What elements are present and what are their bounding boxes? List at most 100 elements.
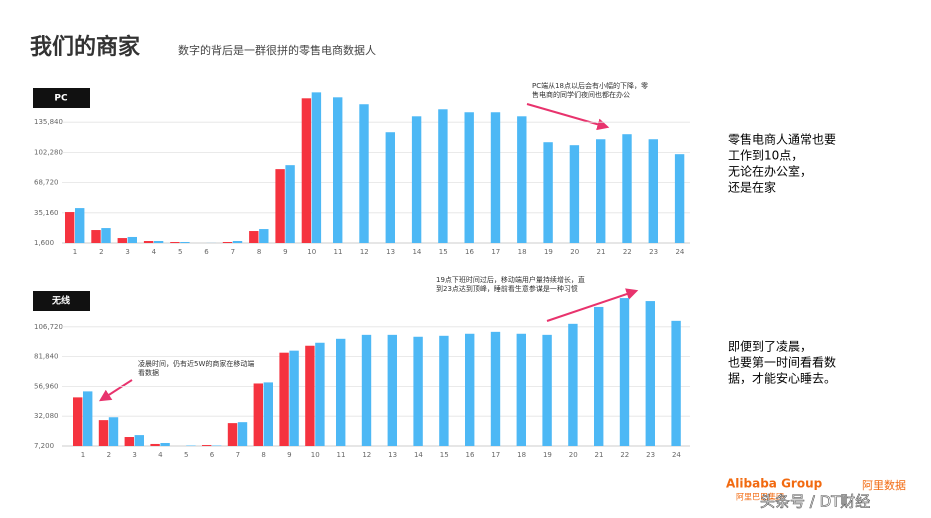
side-note: 即便到了凌晨， xyxy=(728,340,812,354)
bar xyxy=(315,342,325,446)
x-tick-label: 3 xyxy=(125,248,129,256)
title: 我们的商家 xyxy=(30,34,141,60)
side-note: 工作到10点， xyxy=(728,149,803,163)
x-tick-label: 12 xyxy=(360,248,369,256)
bar xyxy=(619,298,630,446)
bar xyxy=(465,333,475,446)
bar xyxy=(594,306,604,446)
x-tick-label: 20 xyxy=(569,451,578,459)
bar xyxy=(648,139,658,243)
y-tick-label: 1,600 xyxy=(34,239,54,247)
x-tick-label: 1 xyxy=(81,451,85,459)
bar xyxy=(516,333,526,446)
x-tick-label: 7 xyxy=(236,451,240,459)
bar xyxy=(275,169,285,243)
x-tick-label: 9 xyxy=(287,451,291,459)
x-tick-label: 11 xyxy=(334,248,343,256)
bar xyxy=(490,112,501,243)
bar xyxy=(439,335,449,446)
x-tick-label: 24 xyxy=(675,248,684,256)
bar xyxy=(75,208,85,243)
bar xyxy=(249,231,259,243)
bar xyxy=(305,345,315,446)
x-tick-label: 12 xyxy=(362,451,371,459)
bar xyxy=(285,165,295,243)
x-tick-label: 4 xyxy=(152,248,157,256)
badge-label: 无线 xyxy=(51,295,70,307)
x-tick-label: 18 xyxy=(517,451,526,459)
side-note: 无论在办公室， xyxy=(728,164,812,179)
y-tick-label: 81,840 xyxy=(34,353,59,361)
bar xyxy=(385,132,395,243)
x-tick-label: 8 xyxy=(257,248,261,256)
bar xyxy=(333,97,343,243)
x-tick-label: 19 xyxy=(543,451,552,459)
x-tick-label: 6 xyxy=(210,451,215,459)
bar xyxy=(542,334,552,446)
bar xyxy=(674,154,685,243)
x-tick-label: 2 xyxy=(99,248,103,256)
x-tick-label: 2 xyxy=(107,451,111,459)
x-tick-label: 7 xyxy=(231,248,235,256)
x-tick-label: 23 xyxy=(646,451,655,459)
x-tick-label: 3 xyxy=(132,451,136,459)
bar xyxy=(227,423,238,446)
bar xyxy=(622,134,632,243)
bar xyxy=(153,241,164,243)
badge xyxy=(33,88,90,108)
bar xyxy=(387,334,397,446)
x-tick-label: 17 xyxy=(491,451,500,459)
side-note: 还是在家 xyxy=(728,180,776,195)
bar xyxy=(671,320,681,446)
x-tick-label: 21 xyxy=(597,248,606,256)
arrow xyxy=(546,288,639,322)
subtitle: 数字的背后是一群很拼的零售电商数据人 xyxy=(178,43,376,57)
x-tick-label: 16 xyxy=(466,451,475,459)
bar xyxy=(413,336,423,446)
bar xyxy=(127,236,137,243)
annotation: 售电商的同学们夜间也都在办公 xyxy=(532,90,630,99)
bar xyxy=(311,92,322,243)
x-tick-label: 24 xyxy=(672,451,681,459)
bar xyxy=(134,435,144,446)
bar xyxy=(301,98,312,243)
bar xyxy=(232,241,243,243)
bar xyxy=(411,116,422,243)
y-tick-label: 68,720 xyxy=(34,179,59,187)
arrow xyxy=(526,103,610,131)
x-tick-label: 20 xyxy=(570,248,579,256)
bar xyxy=(568,323,578,446)
x-tick-label: 15 xyxy=(440,451,449,459)
bar xyxy=(124,437,134,446)
x-tick-label: 8 xyxy=(261,451,265,459)
bar xyxy=(237,422,248,446)
bar xyxy=(645,301,655,446)
bar xyxy=(490,331,501,446)
bar xyxy=(170,242,180,243)
bar xyxy=(359,104,369,244)
x-tick-label: 16 xyxy=(465,248,474,256)
x-tick-label: 10 xyxy=(307,248,316,256)
bar xyxy=(543,142,553,243)
x-tick-label: 10 xyxy=(311,451,320,459)
x-tick-label: 22 xyxy=(620,451,629,459)
y-tick-label: 135,840 xyxy=(34,118,63,126)
bar xyxy=(263,382,273,446)
x-tick-label: 5 xyxy=(178,248,182,256)
bar xyxy=(202,445,212,446)
bar xyxy=(101,228,111,243)
bar xyxy=(222,242,233,243)
bar xyxy=(83,391,93,446)
annotation: 看数据 xyxy=(138,368,159,377)
bar xyxy=(98,420,109,446)
arrow xyxy=(98,379,133,402)
bar xyxy=(464,112,474,243)
side-note: 据，才能安心睡去。 xyxy=(728,371,836,386)
y-tick-label: 32,080 xyxy=(34,412,59,420)
x-tick-label: 13 xyxy=(388,451,397,459)
side-note: 也要第一时间看看数 xyxy=(728,355,836,370)
x-tick-label: 6 xyxy=(204,248,209,256)
x-tick-label: 13 xyxy=(386,248,395,256)
bar xyxy=(279,352,289,446)
